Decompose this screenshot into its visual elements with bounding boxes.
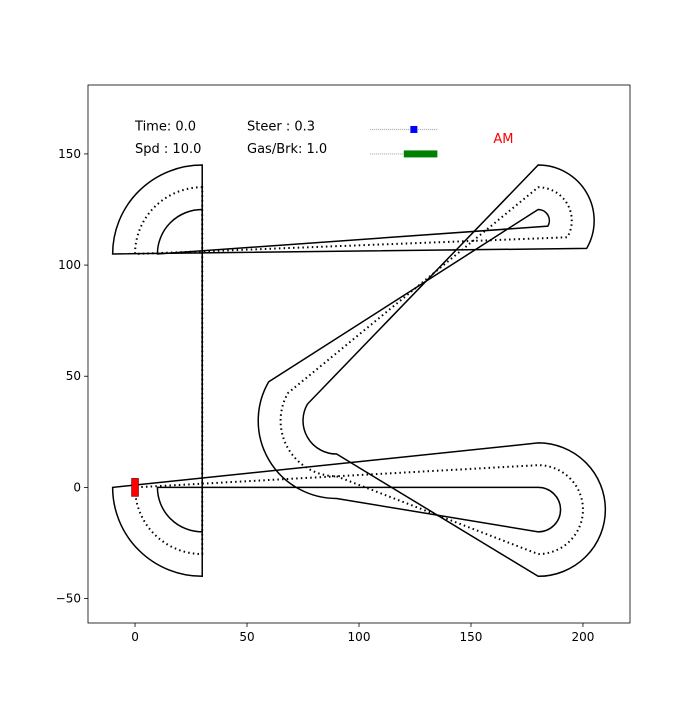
hud-layer bbox=[370, 125, 438, 158]
steer-readout: Steer : 0.3 bbox=[247, 120, 315, 135]
time-readout: Time: 0.0 bbox=[134, 120, 196, 135]
axes-layer: 0 50 100 150 200 −50 0 50 100 150 bbox=[56, 84, 631, 644]
track-inner-boundary bbox=[156, 208, 562, 533]
y-tick-label: 100 bbox=[58, 258, 81, 272]
steer-marker bbox=[410, 125, 418, 133]
y-tick-label: 50 bbox=[66, 369, 81, 383]
x-tick-label: 50 bbox=[239, 630, 254, 644]
gas-brake-bar bbox=[403, 150, 438, 158]
track-outer-boundary bbox=[111, 164, 607, 578]
y-tick-label: 0 bbox=[73, 480, 81, 494]
x-tick-label: 0 bbox=[131, 630, 139, 644]
y-tick-label: −50 bbox=[56, 592, 81, 606]
x-tick-label: 100 bbox=[348, 630, 371, 644]
x-tick-label: 150 bbox=[460, 630, 483, 644]
track-layer bbox=[111, 164, 607, 578]
x-tick-label: 200 bbox=[572, 630, 595, 644]
mode-label: AM bbox=[493, 132, 513, 147]
gas-brake-readout: Gas/Brk: 1.0 bbox=[247, 142, 327, 157]
speed-readout: Spd : 10.0 bbox=[135, 142, 201, 157]
y-tick-label: 150 bbox=[58, 147, 81, 161]
track-centerline bbox=[134, 186, 584, 556]
car-marker bbox=[131, 478, 139, 497]
